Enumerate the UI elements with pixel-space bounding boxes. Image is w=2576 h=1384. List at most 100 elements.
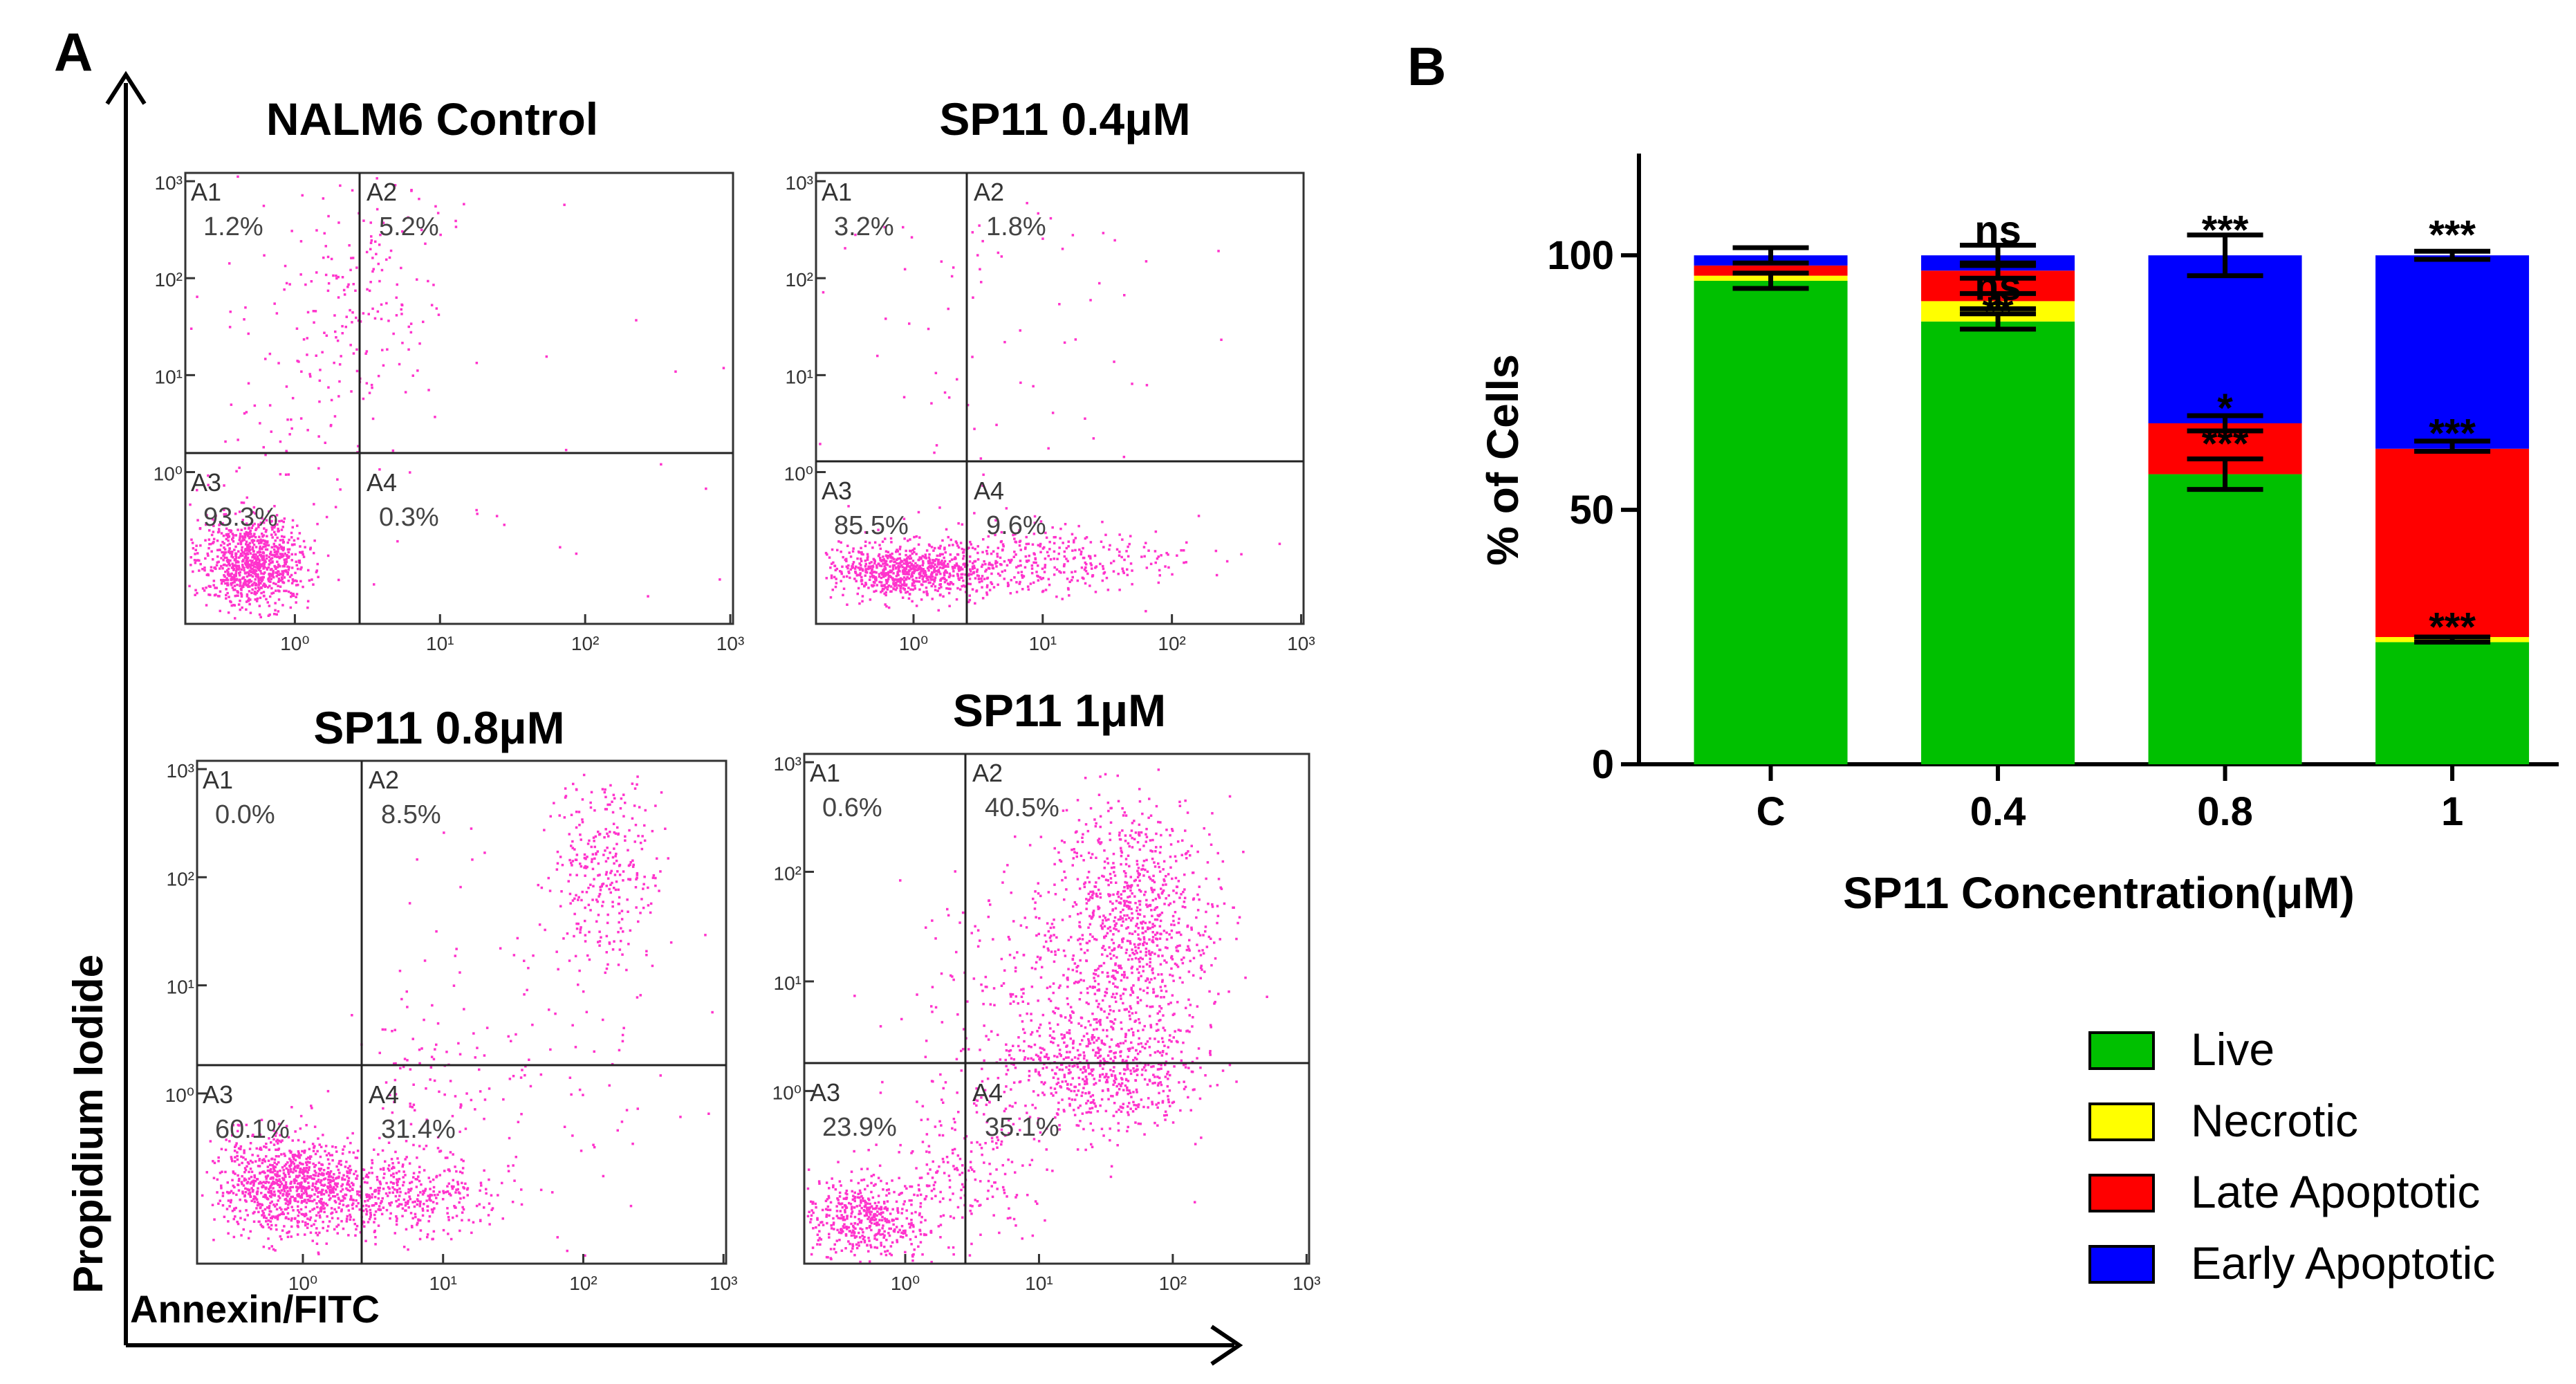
event-dot xyxy=(387,1141,391,1144)
event-dot xyxy=(941,577,944,580)
event-dot xyxy=(281,1229,284,1232)
event-dot xyxy=(928,566,931,569)
event-dot xyxy=(952,1165,955,1168)
event-dot xyxy=(189,556,192,559)
event-dot xyxy=(875,589,878,593)
event-dot xyxy=(947,587,950,590)
event-dot xyxy=(252,510,254,514)
event-dot xyxy=(265,544,268,546)
event-dot xyxy=(301,1193,304,1196)
event-dot xyxy=(196,559,199,562)
event-dot xyxy=(301,194,304,197)
event-dot xyxy=(887,1188,890,1191)
event-dot xyxy=(976,570,979,573)
event-dot xyxy=(298,532,302,535)
event-dot xyxy=(254,535,257,539)
event-dot xyxy=(263,527,266,530)
event-dot xyxy=(1131,822,1134,824)
event-dot xyxy=(884,537,887,540)
event-dot xyxy=(853,1150,855,1153)
event-dot xyxy=(213,1218,216,1221)
event-dot xyxy=(925,549,929,552)
event-dot xyxy=(248,581,251,584)
event-dot xyxy=(875,1206,878,1210)
event-dot xyxy=(411,1226,414,1228)
event-dot xyxy=(454,225,458,228)
event-dot xyxy=(259,545,261,548)
event-dot xyxy=(429,1193,432,1197)
event-dot xyxy=(262,575,265,579)
event-dot xyxy=(239,542,243,546)
event-dot xyxy=(470,1231,473,1235)
event-dot xyxy=(274,1249,277,1252)
event-dot xyxy=(722,367,725,369)
event-dot xyxy=(344,1178,346,1181)
event-dot xyxy=(559,546,562,548)
event-dot xyxy=(283,564,286,567)
event-dot xyxy=(981,484,984,488)
event-dot xyxy=(326,1215,328,1218)
event-dot xyxy=(323,331,326,334)
event-dot xyxy=(885,1208,889,1211)
event-dot xyxy=(363,1225,366,1228)
event-dot xyxy=(198,569,201,572)
event-dot xyxy=(1055,568,1059,571)
event-dot xyxy=(860,1219,863,1222)
event-dot xyxy=(939,1236,942,1239)
event-dot xyxy=(822,1224,825,1226)
event-dot xyxy=(459,1106,462,1109)
event-dot xyxy=(851,1231,853,1234)
event-dot xyxy=(1039,520,1043,523)
event-dot xyxy=(191,542,194,544)
event-dot xyxy=(1112,570,1115,573)
event-dot xyxy=(618,1049,621,1052)
event-dot xyxy=(472,1032,475,1035)
event-dot xyxy=(1031,1234,1035,1237)
event-dot xyxy=(227,1232,230,1235)
event-dot xyxy=(299,1185,302,1189)
event-dot xyxy=(651,964,654,968)
event-dot xyxy=(269,1220,272,1223)
event-dot xyxy=(246,562,250,565)
quadrant-percent: 31.4% xyxy=(381,1115,456,1144)
event-dot xyxy=(351,1132,354,1135)
event-dot xyxy=(602,883,605,885)
event-dot xyxy=(939,579,942,582)
event-dot xyxy=(1066,578,1069,580)
event-dot xyxy=(960,566,963,569)
event-dot xyxy=(570,813,573,816)
event-dot xyxy=(298,1174,301,1177)
event-dot xyxy=(207,584,210,588)
event-dot xyxy=(204,539,207,542)
event-dot xyxy=(349,308,351,312)
event-dot xyxy=(376,1176,379,1179)
event-dot xyxy=(877,1177,880,1179)
event-dot xyxy=(1113,985,1117,988)
event-dot xyxy=(1094,591,1097,593)
event-dot xyxy=(461,1206,464,1209)
event-dot xyxy=(306,1194,308,1197)
event-dot xyxy=(283,589,286,593)
event-dot xyxy=(366,288,369,291)
event-dot xyxy=(963,562,966,565)
event-dot xyxy=(580,1150,583,1152)
event-dot xyxy=(880,581,883,584)
event-dot xyxy=(347,1209,351,1212)
event-dot xyxy=(268,1207,270,1210)
event-dot xyxy=(352,283,355,286)
event-dot xyxy=(378,243,381,246)
event-dot xyxy=(876,354,879,358)
event-dot xyxy=(1156,557,1159,560)
event-dot xyxy=(326,1229,329,1233)
flow-plot: SP11 0.8μMA10.0%A28.5%A360.1%A431.4%10³1… xyxy=(165,702,738,1294)
event-dot xyxy=(891,1208,894,1211)
event-dot xyxy=(885,563,888,566)
event-dot xyxy=(241,551,244,554)
event-dot xyxy=(275,613,278,616)
event-dot xyxy=(409,1123,413,1126)
event-dot xyxy=(370,1166,373,1170)
event-dot xyxy=(1127,842,1130,845)
event-dot xyxy=(934,1125,937,1128)
event-dot xyxy=(464,1182,467,1185)
event-dot xyxy=(924,1197,927,1201)
